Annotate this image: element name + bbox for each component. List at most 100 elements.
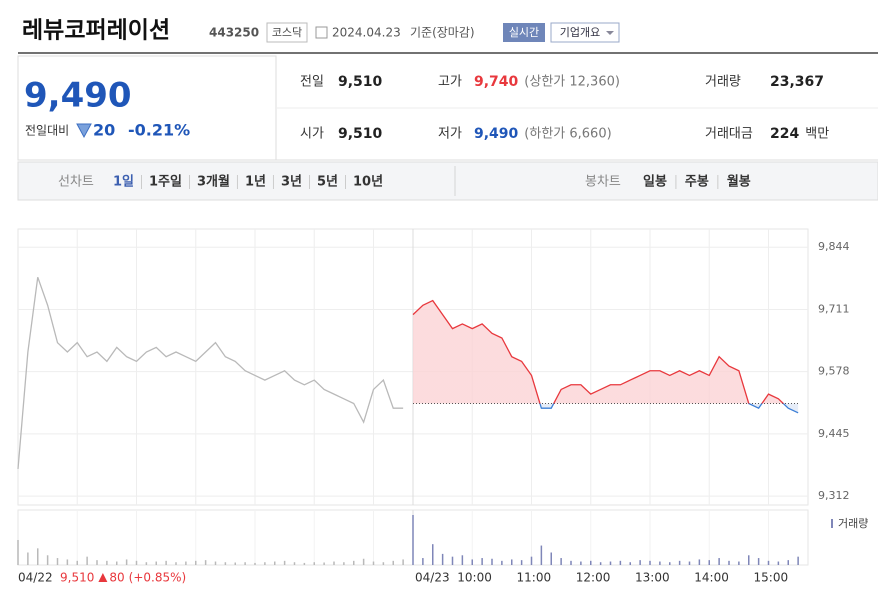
volume-bar	[214, 561, 217, 565]
volume-bar	[530, 556, 533, 565]
calendar-icon	[315, 26, 328, 39]
stat-label: 거래대금	[705, 127, 753, 142]
volume-bar	[491, 558, 493, 565]
period-tab[interactable]: 월봉	[727, 174, 751, 190]
volume-bar	[728, 560, 730, 565]
x-tick-label: 13:00	[635, 571, 670, 585]
volume-bar	[234, 562, 236, 565]
volume-bar	[96, 560, 98, 565]
candle-chart-label: 봉차트	[585, 175, 621, 190]
period-tab[interactable]: 3개월	[197, 174, 230, 190]
volume-bar	[609, 561, 612, 565]
volume-bar	[441, 553, 444, 565]
area-fill	[413, 300, 799, 413]
period-tab[interactable]: 3년	[281, 175, 302, 190]
volume-legend: 거래량	[838, 517, 868, 530]
volume-bar	[17, 540, 19, 565]
period-tab[interactable]: 주봉	[685, 175, 709, 190]
stock-name: 레뷰코퍼레이션	[22, 18, 170, 44]
volume-bar	[362, 558, 365, 565]
volume-bar	[254, 562, 256, 565]
volume-bar	[185, 561, 187, 565]
volume-bar	[372, 561, 375, 565]
volume-bar	[204, 560, 207, 565]
x-tick-label: 11:00	[517, 571, 552, 585]
realtime-button[interactable]	[503, 23, 545, 42]
volume-bar	[461, 555, 464, 565]
volume-bar	[333, 561, 335, 565]
x-tick-label: 12:00	[576, 571, 611, 585]
period-tab[interactable]: 1년	[245, 175, 266, 190]
period-tab[interactable]: 1일	[113, 175, 134, 190]
volume-bar	[165, 560, 167, 565]
period-tab[interactable]: 일봉	[643, 175, 667, 190]
x-tick-label: 04/22	[18, 571, 53, 585]
volume-bar	[106, 560, 108, 565]
volume-bar	[323, 562, 325, 565]
volume-bar	[669, 562, 671, 565]
x-tick-label: 10:00	[457, 571, 492, 585]
stat-note: (상한가 12,360)	[524, 75, 620, 90]
volume-bar	[738, 561, 740, 565]
volume-bar	[175, 562, 177, 565]
volume-bar	[244, 562, 246, 565]
volume-bar	[767, 560, 770, 565]
period-tab[interactable]: 1주일	[149, 175, 182, 190]
volume-bar	[37, 548, 39, 565]
stat-value: 23,367	[770, 74, 824, 90]
stat-label: 고가	[438, 75, 462, 90]
realtime-text[interactable]: 실시간	[509, 26, 539, 39]
stat-label: 전일	[300, 75, 324, 90]
volume-bar	[27, 552, 29, 565]
stat-unit: 백만	[805, 127, 829, 142]
volume-bar	[116, 561, 118, 565]
volume-bar	[343, 562, 345, 565]
period-tab[interactable]: 10년	[353, 175, 383, 190]
volume-bar	[283, 560, 286, 565]
volume-bar	[797, 556, 799, 565]
change-label: 전일대비	[25, 124, 69, 138]
volume-bar	[659, 561, 661, 565]
volume-bar	[422, 558, 424, 565]
dropdown-arrow	[606, 31, 614, 35]
volume-bar	[649, 560, 651, 565]
y-tick-label: 9,578	[818, 365, 850, 378]
volume-bar	[718, 558, 720, 565]
volume-bar	[550, 552, 552, 565]
stat-value: 9,510	[338, 126, 383, 142]
volume-bar	[471, 559, 473, 565]
volume-bar	[570, 560, 572, 565]
x-tick-label: 04/23	[415, 571, 450, 585]
change: 20	[93, 121, 115, 140]
volume-bar	[293, 562, 296, 565]
volume-bar	[392, 560, 394, 565]
plot	[17, 229, 808, 565]
volume-bar	[540, 545, 543, 565]
volume-bar	[580, 561, 582, 565]
stat-value: 224	[770, 126, 799, 142]
volume-bar	[264, 562, 266, 565]
volume-bar	[678, 560, 681, 565]
volume-bar	[56, 558, 59, 565]
period-tab[interactable]: 5년	[317, 175, 338, 190]
volume-bar	[66, 559, 69, 565]
summary-change: 80	[109, 571, 124, 585]
down-triangle	[76, 123, 92, 139]
volume-bar	[599, 562, 602, 565]
overview-button[interactable]	[550, 22, 620, 43]
date: 2024.04.23	[332, 26, 401, 40]
volume-bar	[76, 560, 78, 565]
stock-code: 443250	[209, 26, 259, 40]
overview-text[interactable]: 기업개요	[560, 26, 600, 39]
volume-bar	[629, 562, 631, 565]
price-box	[17, 55, 277, 161]
y-tick-label: 9,312	[818, 489, 850, 502]
volume-bar	[560, 558, 562, 565]
summary-pct: (+0.85%)	[129, 571, 187, 585]
stat-label: 거래량	[705, 75, 741, 90]
price-line	[17, 276, 404, 470]
volume-bar	[590, 560, 592, 565]
volume-legend-mark	[831, 519, 833, 528]
volume-bar	[353, 560, 355, 565]
volume-bar	[313, 562, 315, 565]
